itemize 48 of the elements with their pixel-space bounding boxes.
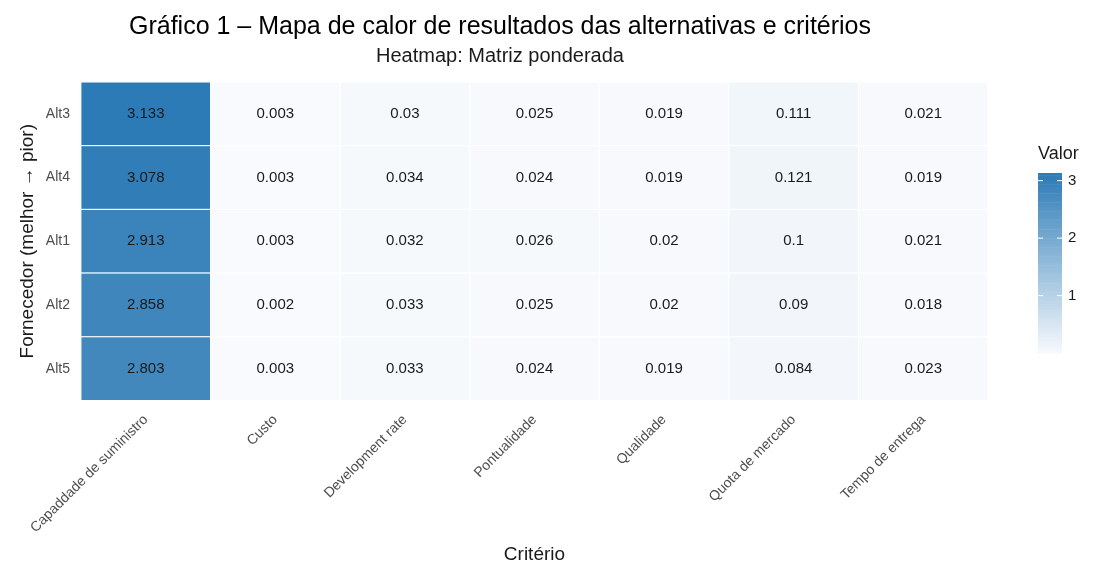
data-label: 0.032 [386,231,424,249]
data-label: 3.133 [126,103,165,121]
data-label: 0.003 [256,167,295,185]
data-label: 0.121 [774,167,813,185]
data-label: 2.803 [126,358,165,376]
color-bar-label: 3 [1068,170,1077,188]
data-label: 0.03 [390,103,420,121]
data-label: 0.111 [775,103,812,121]
y-tick-label: Alt4 [45,168,71,185]
data-label: 0.019 [645,358,683,376]
data-label: 0.024 [515,167,554,185]
data-label: 0.023 [904,358,942,376]
y-tick-label: Alt3 [45,104,71,121]
y-tick-label: Alt5 [45,359,71,376]
data-label: 0.003 [256,358,295,376]
y-tick-label: Alt1 [45,232,71,249]
data-label: 0.034 [386,167,424,185]
data-label: 0.019 [904,167,942,185]
color-bar-label: 2 [1068,228,1077,246]
data-label: 0.02 [649,231,679,249]
data-label: 0.084 [774,358,813,376]
data-label: 0.003 [256,103,295,121]
data-label: 0.003 [256,231,295,249]
data-label: 0.025 [515,103,554,121]
data-label: 0.019 [645,103,683,121]
chart-subtitle: Heatmap: Matriz ponderada [376,43,625,66]
data-label: 0.018 [904,295,942,313]
data-label: 0.02 [649,295,679,313]
color-bar-label: 1 [1068,285,1077,303]
data-label: 0.09 [779,295,809,313]
x-axis-title: Critério [503,542,566,564]
chart-title: Gráfico 1 – Mapa de calor de resultados das alternativas e critérios [128,10,872,39]
y-tick-label: Alt2 [45,295,71,312]
data-label: 2.858 [126,295,165,313]
data-label: 0.026 [515,231,554,249]
data-label: 0.019 [645,167,683,185]
data-label: 0.021 [904,103,942,121]
data-label: 0.021 [904,231,942,249]
data-label: 0.033 [386,295,424,313]
data-label: 0.025 [515,295,554,313]
data-label: 0.033 [386,358,424,376]
data-label: 0.024 [515,358,554,376]
data-label: 3.078 [126,167,165,185]
data-label: 0.1 [783,231,805,249]
y-axis-title: Fornecedor (melhor → pior) [15,124,37,359]
data-label: 2.913 [126,231,165,249]
data-label: 0.002 [256,295,295,313]
color-bar-title: Valor [1038,143,1079,163]
